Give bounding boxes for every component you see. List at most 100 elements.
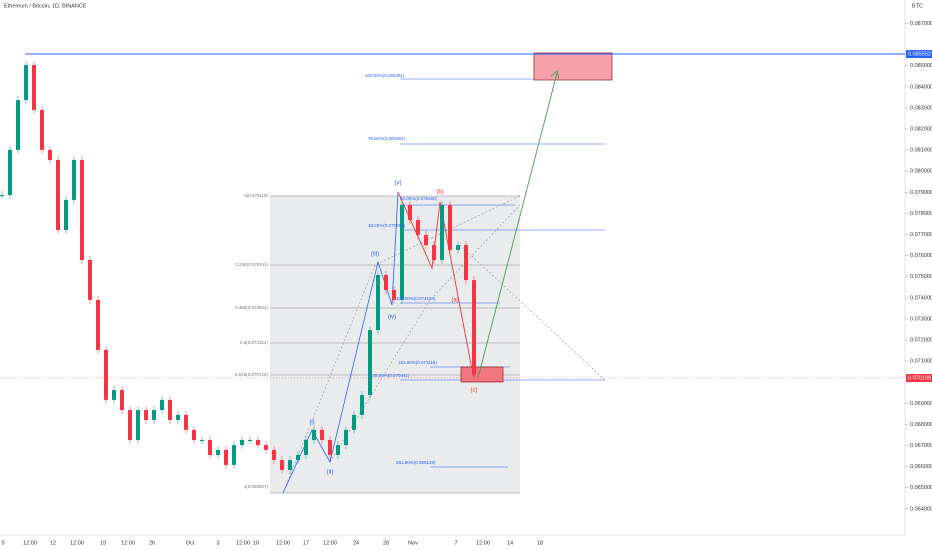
candle	[384, 275, 388, 290]
candle	[208, 440, 212, 455]
candle	[368, 330, 372, 396]
price-label: 0.073000	[910, 316, 932, 322]
entry-box	[460, 366, 504, 383]
extension-label: 161.80%(0.071118)	[398, 360, 437, 365]
price-label: 0.065000	[910, 485, 932, 491]
candle	[160, 399, 164, 411]
price-label: 0.064000	[910, 506, 932, 512]
time-label: 14	[507, 540, 513, 546]
candle	[152, 410, 156, 420]
time-label: 12:00	[70, 540, 84, 546]
time-label: Oct	[186, 540, 195, 546]
extension-label: 100.00%(0.084451)	[365, 73, 405, 78]
candle	[472, 280, 476, 376]
candle	[360, 395, 364, 415]
candle	[320, 429, 324, 441]
time-label: 17	[303, 540, 309, 546]
wave-label: (b)	[436, 190, 443, 196]
time-label: 12:00	[121, 540, 135, 546]
candle	[80, 160, 84, 261]
price-label: 0.083000	[910, 105, 932, 111]
time-label: 5	[1, 540, 4, 546]
time-label: Nov	[408, 540, 418, 546]
last-price-tag	[906, 374, 932, 383]
time-label: 7	[454, 540, 457, 546]
price-label: 0.087000	[910, 21, 932, 27]
time-label: 12:00	[276, 540, 290, 546]
candle	[312, 429, 316, 441]
candle	[120, 390, 124, 411]
price-label: 0.068000	[910, 422, 932, 428]
channel-lines	[282, 195, 606, 494]
fib-label: 0.236(0.075911)	[235, 262, 268, 267]
price-label: 0.072000	[910, 337, 932, 343]
wave-label: (a)	[451, 298, 458, 304]
price-label: 0.081000	[910, 148, 932, 154]
candle	[112, 390, 116, 400]
time-label: 18	[537, 540, 543, 546]
price-label: 0.082000	[910, 126, 932, 132]
candle	[8, 149, 12, 196]
price-label: 0.069000	[910, 401, 932, 407]
wave-label: (ii)	[327, 470, 334, 476]
fib-label: 0.618(0.070716)	[235, 372, 269, 377]
candle	[88, 260, 92, 300]
time-label: 3	[216, 540, 219, 546]
price-label: 0.067000	[910, 443, 932, 449]
wave-label: (c)	[471, 388, 478, 394]
price-label: 0.079000	[910, 190, 932, 196]
candle	[224, 449, 228, 465]
candle	[448, 204, 452, 250]
correction-waves	[397, 191, 475, 381]
candle	[248, 440, 252, 442]
candle	[416, 219, 420, 235]
target-box	[533, 52, 613, 81]
time-label: 26	[149, 540, 155, 546]
candle	[272, 449, 276, 461]
fib-label: 0(0.079119)	[244, 193, 268, 198]
candle	[328, 440, 332, 455]
candle	[432, 245, 436, 261]
candle	[40, 110, 44, 150]
candle	[464, 245, 468, 281]
price-label: 0.077000	[910, 232, 932, 238]
candle	[96, 299, 100, 350]
projection-arrow	[477, 72, 558, 379]
price-label: 0.085000	[910, 63, 932, 69]
candle	[344, 429, 348, 446]
price-label: 0.076000	[910, 253, 932, 259]
candle	[128, 410, 132, 441]
candle	[232, 445, 236, 465]
candle	[32, 65, 36, 111]
last-price-label: 0.070199	[908, 375, 931, 381]
time-label: 10	[253, 540, 259, 546]
time-label: 19	[100, 540, 106, 546]
candle	[456, 245, 460, 250]
wave-label: (iii)	[371, 252, 379, 258]
candle	[304, 440, 308, 455]
candle	[136, 410, 140, 441]
time-label: 12:00	[23, 540, 37, 546]
price-label: 0.075000	[910, 274, 932, 280]
extension-label: 261.80%(0.066128)	[396, 460, 436, 465]
candle	[256, 440, 260, 446]
wave-label: (v)	[395, 181, 402, 187]
extension-label: 100.00%(0.070441)	[370, 373, 410, 378]
resistance-label: 0.085552	[908, 52, 931, 58]
candle	[104, 349, 108, 400]
candle	[336, 445, 340, 455]
extension-label: 38.20%(0.077559)	[368, 223, 406, 228]
price-label: 0.084000	[910, 84, 932, 90]
time-label: 28	[383, 540, 389, 546]
candle	[264, 445, 268, 450]
candle	[296, 454, 300, 461]
price-label: 0.071000	[910, 359, 932, 365]
candle	[16, 100, 20, 150]
wave-label: (i)	[309, 420, 314, 426]
candle	[72, 160, 76, 200]
price-label: 0.078000	[910, 211, 932, 217]
candle	[408, 204, 412, 220]
candle	[144, 410, 148, 420]
candle	[176, 414, 180, 420]
